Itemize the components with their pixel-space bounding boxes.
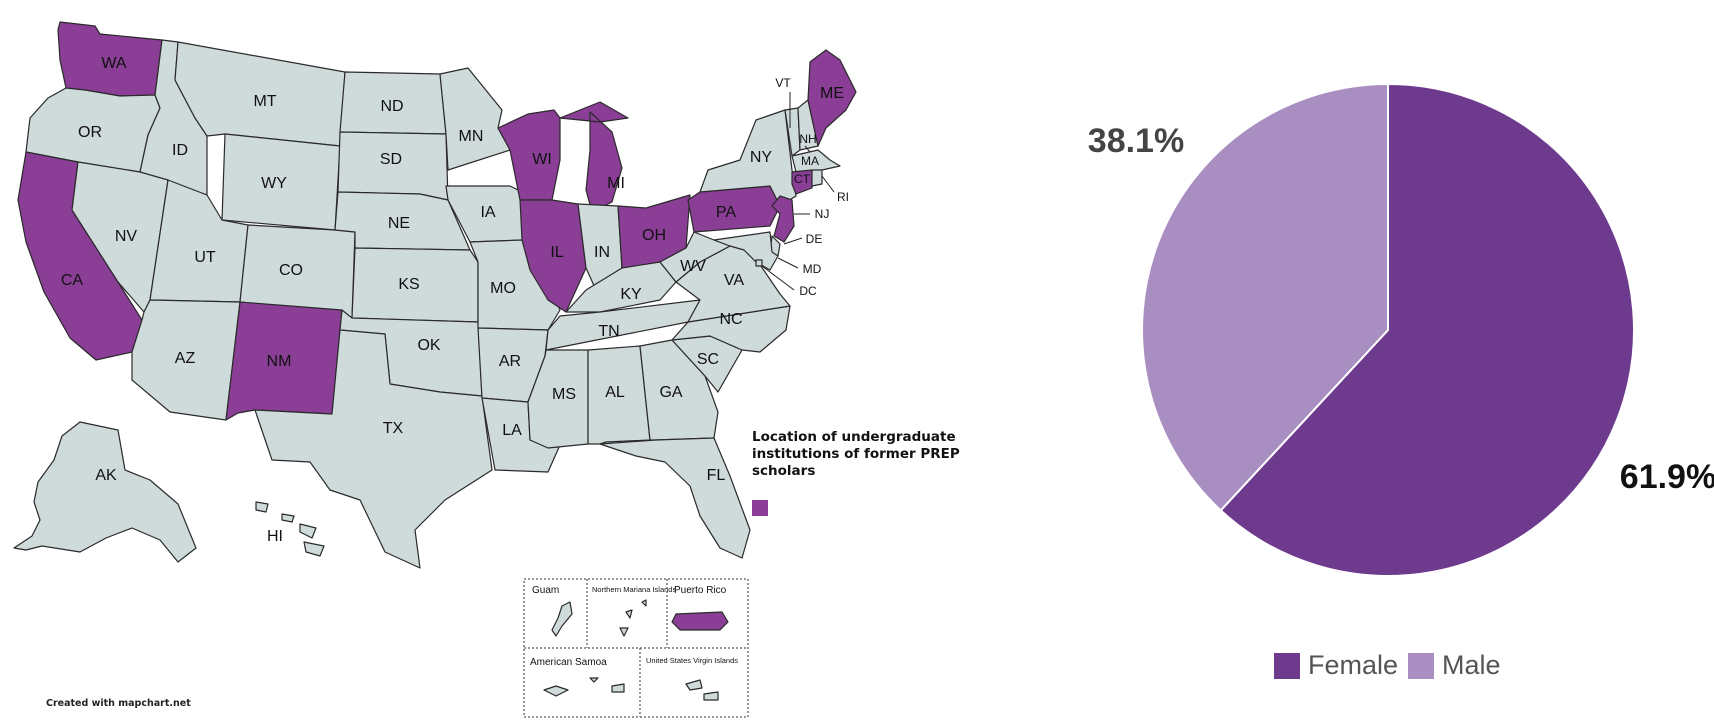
territory-puerto-rico-label: Puerto Rico xyxy=(674,585,727,596)
legend-label-male: Male xyxy=(1442,650,1501,680)
state-TX[interactable] xyxy=(254,329,493,569)
state-HI[interactable] xyxy=(255,501,325,557)
legend-item-female: Female xyxy=(1274,650,1398,681)
gender-pie-chart-panel: 61.9% 38.1% Female Male xyxy=(1000,0,1714,722)
territory-usvi[interactable] xyxy=(685,679,719,701)
pie-label-female: 61.9% xyxy=(1620,458,1714,496)
state-NC[interactable] xyxy=(671,305,791,353)
territories-inset: Guam Northern Mariana Islands Puerto Ric… xyxy=(523,578,749,718)
state-ME[interactable] xyxy=(807,49,857,147)
us-map-panel: WA OR CA ID NV MT WY UT AZ CO NM ND SD N… xyxy=(13,21,960,718)
territory-american-samoa[interactable] xyxy=(543,677,625,697)
state-NY[interactable] xyxy=(699,109,797,207)
legend-swatch-male xyxy=(1408,652,1435,679)
map-legend-title: Location of undergraduate institutions o… xyxy=(752,429,960,479)
state-WI[interactable] xyxy=(497,109,561,201)
map-credit: Created with mapchart.net xyxy=(46,698,191,709)
legend-label-female: Female xyxy=(1308,650,1399,680)
territory-guam-label: Guam xyxy=(532,585,559,596)
state-AK[interactable] xyxy=(13,421,197,563)
pie-slice-female xyxy=(1219,82,1635,577)
state-NJ[interactable] xyxy=(771,195,795,243)
state-CT[interactable] xyxy=(791,169,813,195)
us-map xyxy=(13,21,857,569)
map-legend-swatch xyxy=(752,500,768,516)
pie-slice-male xyxy=(1141,82,1389,512)
pie-chart: 61.9% 38.1% xyxy=(1088,82,1714,577)
territory-northern-mariana-label: Northern Mariana Islands xyxy=(592,585,676,594)
territory-american-samoa-label: American Samoa xyxy=(530,657,607,668)
legend-swatch-female xyxy=(1274,652,1300,679)
territory-guam[interactable] xyxy=(551,601,573,637)
pie-label-male: 38.1% xyxy=(1088,122,1184,160)
state-RI[interactable] xyxy=(811,169,823,187)
pie-legend: Female Male xyxy=(1274,650,1511,681)
territory-northern-mariana[interactable] xyxy=(619,599,647,637)
territory-puerto-rico[interactable] xyxy=(671,611,729,631)
state-FL[interactable] xyxy=(599,437,751,559)
territory-usvi-label: United States Virgin Islands xyxy=(646,656,738,665)
legend-item-male: Male xyxy=(1408,650,1501,681)
